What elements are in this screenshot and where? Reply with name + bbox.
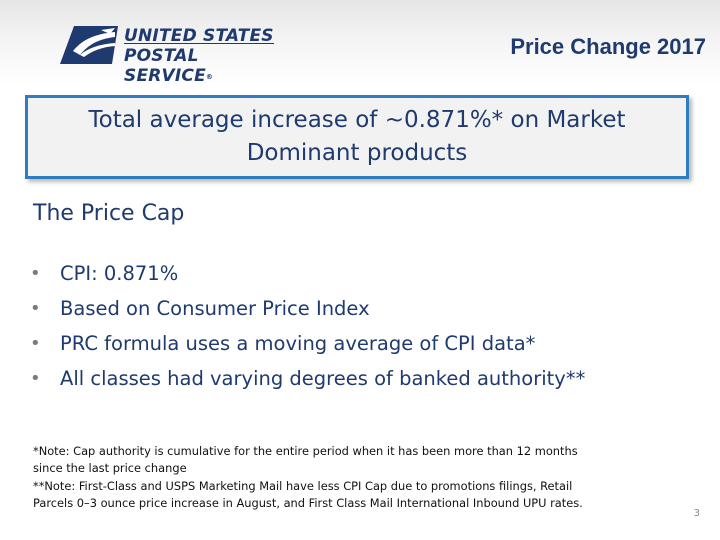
bullet-dot-icon: • — [30, 298, 41, 319]
callout-line-2: Dominant products — [246, 140, 468, 166]
bullet-dot-icon: • — [30, 263, 41, 284]
logo-line-1: UNITED STATES — [124, 26, 274, 46]
eagle-icon — [60, 26, 118, 64]
footnote-cap-authority: *Note: Cap authority is cumulative for t… — [33, 443, 683, 478]
callout-text: Total average increase of ~0.871%* on Ma… — [88, 104, 625, 170]
usps-logo: UNITED STATES POSTAL SERVICE® — [60, 24, 290, 86]
bullet-item: • Based on Consumer Price Index — [30, 291, 585, 326]
summary-callout: Total average increase of ~0.871%* on Ma… — [25, 95, 689, 179]
bullet-item: • All classes had varying degrees of bank… — [30, 361, 585, 396]
footnotes: *Note: Cap authority is cumulative for t… — [33, 443, 683, 512]
logo-wordmark: UNITED STATES POSTAL SERVICE® — [124, 26, 290, 87]
logo-rule — [124, 43, 274, 44]
footnote-first-class: **Note: First-Class and USPS Marketing M… — [33, 478, 683, 513]
price-cap-bullets: • CPI: 0.871% • Based on Consumer Price In… — [30, 256, 585, 396]
bullet-item: • CPI: 0.871% — [30, 256, 585, 291]
callout-line-1: Total average increase of ~0.871%* on Ma… — [88, 107, 626, 133]
page-number: 3 — [693, 508, 700, 519]
registered-mark-icon: ® — [205, 73, 214, 81]
footnote-1-line-1: *Note: Cap authority is cumulative for t… — [33, 444, 578, 458]
section-heading: The Price Cap — [33, 201, 185, 226]
header-bar: UNITED STATES POSTAL SERVICE® Price Chan… — [0, 0, 720, 86]
bullet-text: All classes had varying degrees of banke… — [60, 367, 586, 390]
logo-line-2: POSTAL SERVICE — [124, 46, 206, 86]
bullet-item: • PRC formula uses a moving average of CP… — [30, 326, 585, 361]
footnote-2-line-2: Parcels 0–3 ounce price increase in Augu… — [33, 495, 583, 510]
bullet-dot-icon: • — [30, 368, 41, 389]
deck-title: Price Change 2017 — [510, 34, 706, 59]
bullet-text: Based on Consumer Price Index — [60, 297, 370, 320]
bullet-dot-icon: • — [30, 333, 41, 354]
footnote-1-line-2: since the last price change — [33, 461, 187, 476]
logo-line-2-wrap: POSTAL SERVICE® — [124, 46, 290, 87]
bullet-text: CPI: 0.871% — [60, 262, 179, 285]
footnote-2-line-1: **Note: First-Class and USPS Marketing M… — [33, 478, 573, 493]
bullet-text: PRC formula uses a moving average of CPI… — [60, 332, 536, 355]
